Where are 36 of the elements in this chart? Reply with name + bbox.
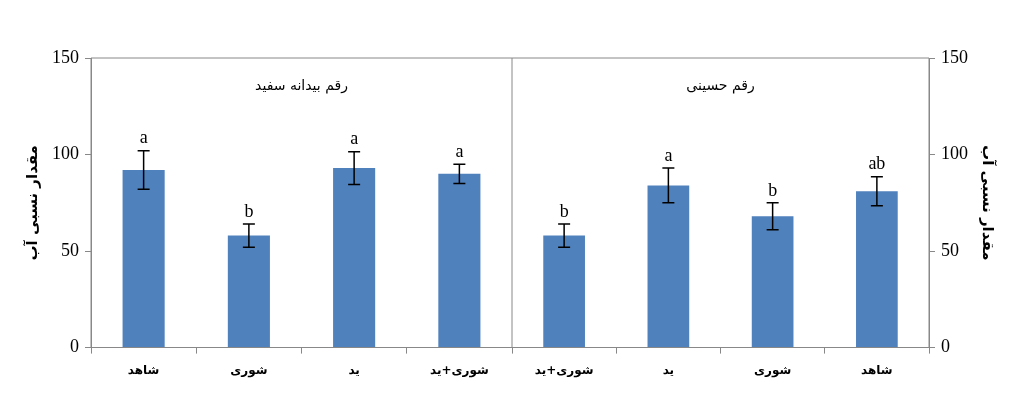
y-tick-label: 100 [941, 143, 968, 164]
x-tick-label: شوری [230, 362, 268, 378]
bar [438, 173, 481, 348]
bar [122, 169, 165, 348]
text: رقم بیدانه سفید [255, 76, 348, 94]
y-tick-label: 150 [941, 46, 968, 67]
annotation: ab [868, 153, 886, 174]
x-tick-label: ید [348, 362, 360, 377]
annotation: a [455, 140, 464, 161]
bar [333, 168, 376, 348]
y-tick-label: 100 [52, 143, 79, 164]
y-tick-label: 150 [52, 46, 79, 67]
x-tick-label: شاهد [127, 362, 160, 377]
x-tick-label: شوری+ید [534, 362, 594, 378]
text: رقم حسینی [686, 76, 755, 94]
y-tick-label: 50 [61, 239, 79, 260]
y-axis-title: مقدار نسبی آب [22, 145, 41, 261]
y-tick-label: 50 [941, 239, 959, 260]
annotation: a [350, 128, 359, 149]
x-tick-label: شوری [754, 362, 792, 378]
annotation: a [139, 127, 148, 148]
bar [543, 235, 585, 348]
y-axis-title: مقدار نسبی آب [979, 145, 998, 261]
bar [647, 185, 690, 348]
annotation: b [559, 200, 569, 221]
annotation: b [768, 180, 778, 201]
bar [856, 191, 898, 348]
annotation: b [244, 200, 254, 221]
bar [751, 216, 794, 348]
y-tick-label: 0 [941, 336, 950, 357]
y-tick-label: 0 [70, 336, 79, 357]
x-tick-label: شاهد [861, 362, 893, 377]
annotation: a [664, 144, 673, 165]
bar [227, 235, 270, 348]
x-tick-label: ید [662, 362, 675, 377]
x-tick-label: شوری+ید [430, 362, 489, 378]
